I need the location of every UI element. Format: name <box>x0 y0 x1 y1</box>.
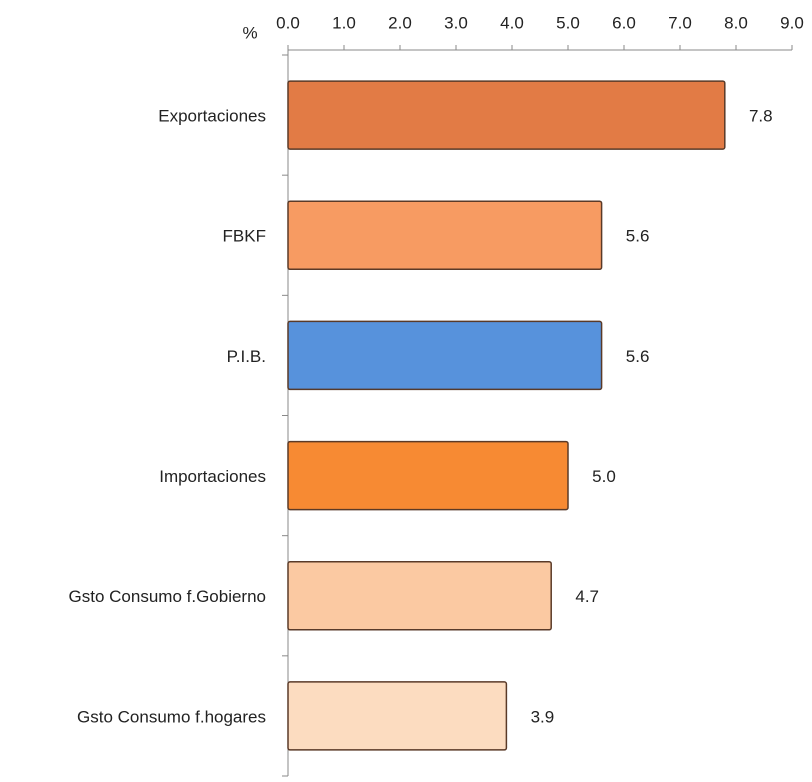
x-tick-label: 0.0 <box>276 13 300 32</box>
value-label: 7.8 <box>749 107 773 126</box>
value-label: 5.6 <box>626 227 650 246</box>
x-tick-label: 9.0 <box>780 13 804 32</box>
bar <box>287 681 508 751</box>
bar <box>287 440 569 511</box>
y-tick-label: P.I.B. <box>227 347 266 366</box>
x-tick-label: 6.0 <box>612 13 636 32</box>
bar <box>287 200 603 270</box>
value-label: 5.0 <box>592 467 616 486</box>
y-tick-label: FBKF <box>223 227 266 246</box>
x-tick-label: 5.0 <box>556 13 580 32</box>
x-tick-label: 1.0 <box>332 13 356 32</box>
bar <box>287 320 603 391</box>
x-tick-label: 7.0 <box>668 13 692 32</box>
y-tick-label: Gsto Consumo f.Gobierno <box>69 587 266 606</box>
x-tick-label: 8.0 <box>724 13 748 32</box>
x-axis-label: % <box>242 23 257 42</box>
value-label: 3.9 <box>531 707 555 726</box>
y-tick-label: Exportaciones <box>158 107 266 126</box>
value-label: 5.6 <box>626 347 650 366</box>
x-tick-label: 3.0 <box>444 13 468 32</box>
bar <box>287 80 726 150</box>
value-label: 4.7 <box>575 587 599 606</box>
x-tick-label: 4.0 <box>500 13 524 32</box>
y-tick-label: Importaciones <box>159 467 266 486</box>
x-tick-label: 2.0 <box>388 13 412 32</box>
y-tick-label: Gsto Consumo f.hogares <box>77 707 266 726</box>
bar <box>287 561 552 631</box>
